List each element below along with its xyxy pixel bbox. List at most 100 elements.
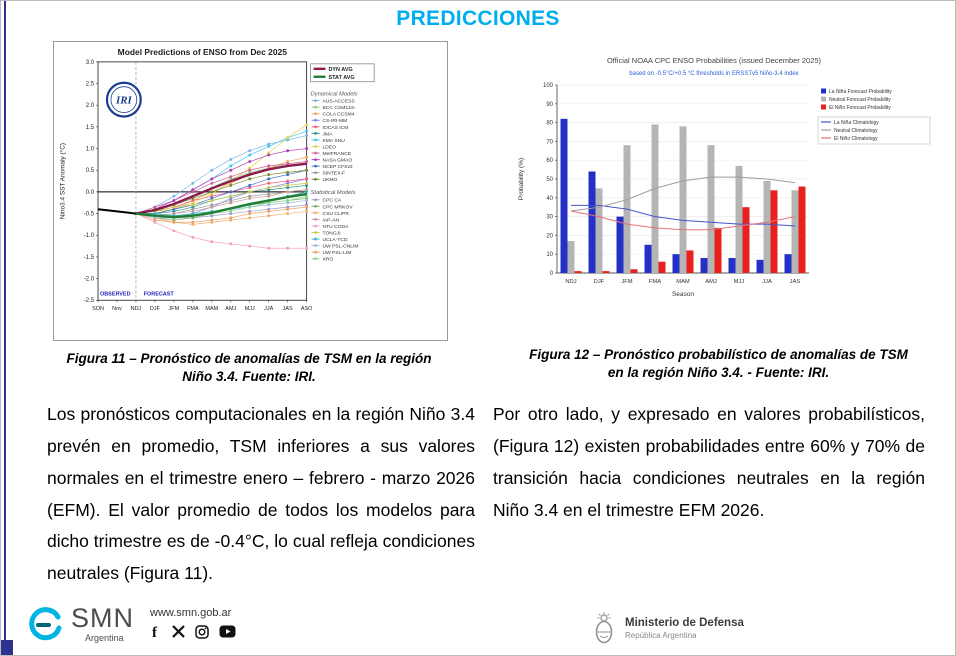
figure-11-caption-line2: Niño 3.4. Fuente: IRI.	[182, 369, 316, 385]
figure-12: Official NOAA CPC ENSO Probabilities (is…	[509, 51, 934, 323]
youtube-icon[interactable]	[219, 625, 236, 638]
svg-text:XRO: XRO	[323, 257, 334, 263]
svg-text:UKMO: UKMO	[323, 177, 338, 183]
svg-text:La Niña Climatology: La Niña Climatology	[834, 120, 879, 126]
svg-text:JAS: JAS	[790, 279, 801, 285]
x-twitter-icon[interactable]	[172, 625, 185, 638]
svg-text:NCEP CFSv2: NCEP CFSv2	[323, 164, 353, 170]
svg-text:0.5: 0.5	[86, 168, 95, 174]
noaa-probabilities-chart: Official NOAA CPC ENSO Probabilities (is…	[509, 51, 934, 323]
svg-text:STAT AVG: STAT AVG	[328, 75, 354, 81]
svg-text:JAS: JAS	[283, 306, 293, 312]
smn-logo-text: SMN Argentina	[71, 605, 134, 643]
svg-text:JFM: JFM	[169, 306, 180, 312]
svg-text:JJA: JJA	[264, 306, 273, 312]
svg-text:MJJ: MJJ	[245, 306, 255, 312]
smn-subtitle: Argentina	[85, 633, 124, 643]
svg-text:CPC CA: CPC CA	[323, 198, 342, 204]
svg-text:Probability (%): Probability (%)	[518, 158, 525, 200]
svg-text:OBSERVED: OBSERVED	[100, 291, 131, 297]
svg-text:3.0: 3.0	[86, 60, 95, 66]
figure-11-caption: Figura 11 – Pronóstico de anomalías de T…	[49, 350, 449, 386]
svg-text:AMJ: AMJ	[225, 306, 236, 312]
svg-text:f: f	[152, 625, 158, 639]
svg-text:TONGJI: TONGJI	[323, 231, 341, 237]
svg-text:COLA CCSM4: COLA CCSM4	[323, 112, 355, 118]
svg-text:Official NOAA CPC ENSO Probabi: Official NOAA CPC ENSO Probabilities (is…	[607, 56, 822, 65]
svg-text:Neutral Climatology: Neutral Climatology	[834, 128, 878, 134]
ministerio-name: Ministerio de Defensa	[625, 616, 744, 629]
svg-text:90: 90	[546, 102, 553, 108]
svg-text:FORECAST: FORECAST	[144, 291, 175, 297]
svg-text:MetFRANCE: MetFRANCE	[323, 151, 352, 157]
svg-text:UCLA-TCD: UCLA-TCD	[323, 237, 348, 243]
svg-text:-1.5: -1.5	[84, 255, 95, 261]
ministerio-text: Ministerio de Defensa República Argentin…	[625, 617, 744, 640]
svg-text:1.5: 1.5	[86, 125, 95, 131]
svg-text:0: 0	[550, 271, 554, 277]
svg-text:Neutral Forecast Probability: Neutral Forecast Probability	[829, 97, 891, 103]
svg-text:100: 100	[543, 83, 554, 89]
svg-text:MAM: MAM	[205, 306, 218, 312]
svg-text:-1.0: -1.0	[84, 233, 95, 239]
svg-text:CPC MRKOV: CPC MRKOV	[323, 204, 354, 210]
svg-text:2.5: 2.5	[86, 82, 95, 88]
svg-text:FMA: FMA	[187, 306, 199, 312]
svg-text:El Niño Climatology: El Niño Climatology	[834, 136, 878, 142]
svg-text:FMA: FMA	[649, 279, 661, 285]
svg-text:40: 40	[546, 196, 553, 202]
svg-text:1.0: 1.0	[86, 147, 95, 153]
svg-text:-2.0: -2.0	[84, 277, 95, 283]
paragraph-left: Los pronósticos computacionales en la re…	[47, 404, 475, 584]
svg-text:-0.5: -0.5	[84, 212, 95, 218]
figure-11: Model Predictions of ENSO from Dec 2025 3…	[53, 41, 448, 341]
svg-text:0.0: 0.0	[86, 190, 95, 196]
smn-url-link[interactable]: www.smn.gob.ar	[150, 607, 232, 619]
svg-text:UW PSL-LIM: UW PSL-LIM	[323, 250, 352, 256]
svg-text:2.0: 2.0	[86, 103, 95, 109]
svg-text:80: 80	[546, 121, 553, 127]
smn-name: SMN	[71, 603, 134, 633]
figure-12-caption-line2: en la región Niño 3.4. - Fuente: IRI.	[607, 365, 830, 381]
svg-text:ASO: ASO	[301, 306, 313, 312]
svg-text:Dynamical Models: Dynamical Models	[311, 92, 358, 98]
svg-text:DYN AVG: DYN AVG	[328, 67, 352, 73]
figure-11-caption-line1: Figura 11 – Pronóstico de anomalías de T…	[66, 351, 432, 366]
svg-text:BCC CSM11m: BCC CSM11m	[323, 105, 355, 111]
svg-text:based on -0.5°C/+0.5 °C thresh: based on -0.5°C/+0.5 °C thresholds in ER…	[629, 71, 798, 77]
svg-text:70: 70	[546, 139, 553, 145]
ministerio-subtitle: República Argentina	[625, 630, 697, 640]
svg-text:AUS-ACCESS: AUS-ACCESS	[323, 99, 356, 105]
svg-text:50: 50	[546, 177, 553, 183]
page-title: PREDICCIONES	[396, 7, 560, 30]
social-icons: f	[150, 624, 236, 639]
svg-text:NDJ: NDJ	[131, 306, 142, 312]
svg-text:NTU CODA: NTU CODA	[323, 224, 350, 230]
svg-text:JFM: JFM	[621, 279, 632, 285]
svg-text:DJF: DJF	[594, 279, 605, 285]
svg-text:SON: SON	[92, 306, 104, 312]
svg-text:CS-IRI-MM: CS-IRI-MM	[323, 118, 348, 124]
svg-text:NASA GMAO: NASA GMAO	[323, 158, 353, 164]
svg-text:-2.5: -2.5	[84, 298, 95, 304]
svg-text:DJF: DJF	[150, 306, 161, 312]
svg-text:IAP-AN: IAP-AN	[323, 217, 340, 223]
svg-text:JJA: JJA	[762, 279, 772, 285]
svg-text:10: 10	[546, 252, 553, 258]
ministerio-crest-icon	[595, 612, 613, 644]
svg-text:MJJ: MJJ	[734, 279, 745, 285]
svg-text:NDJ: NDJ	[565, 279, 576, 285]
svg-text:CSU CLIPR: CSU CLIPR	[323, 211, 350, 217]
svg-text:Nov: Nov	[112, 306, 122, 312]
svg-text:60: 60	[546, 158, 553, 164]
svg-text:AMJ: AMJ	[705, 279, 717, 285]
svg-text:Nino3.4 SST Anomaly (°C): Nino3.4 SST Anomaly (°C)	[58, 143, 66, 219]
paragraph-right: Por otro lado, y expresado en valores pr…	[493, 404, 925, 520]
ministerio-footer: Ministerio de Defensa República Argentin…	[591, 611, 744, 645]
instagram-icon[interactable]	[195, 624, 209, 639]
svg-text:Season: Season	[672, 291, 694, 298]
facebook-icon[interactable]: f	[150, 624, 162, 639]
figure-12-caption: Figura 12 – Pronóstico probabilístico de…	[506, 346, 931, 382]
enso-plume-chart: Model Predictions of ENSO from Dec 2025 3…	[53, 41, 448, 341]
